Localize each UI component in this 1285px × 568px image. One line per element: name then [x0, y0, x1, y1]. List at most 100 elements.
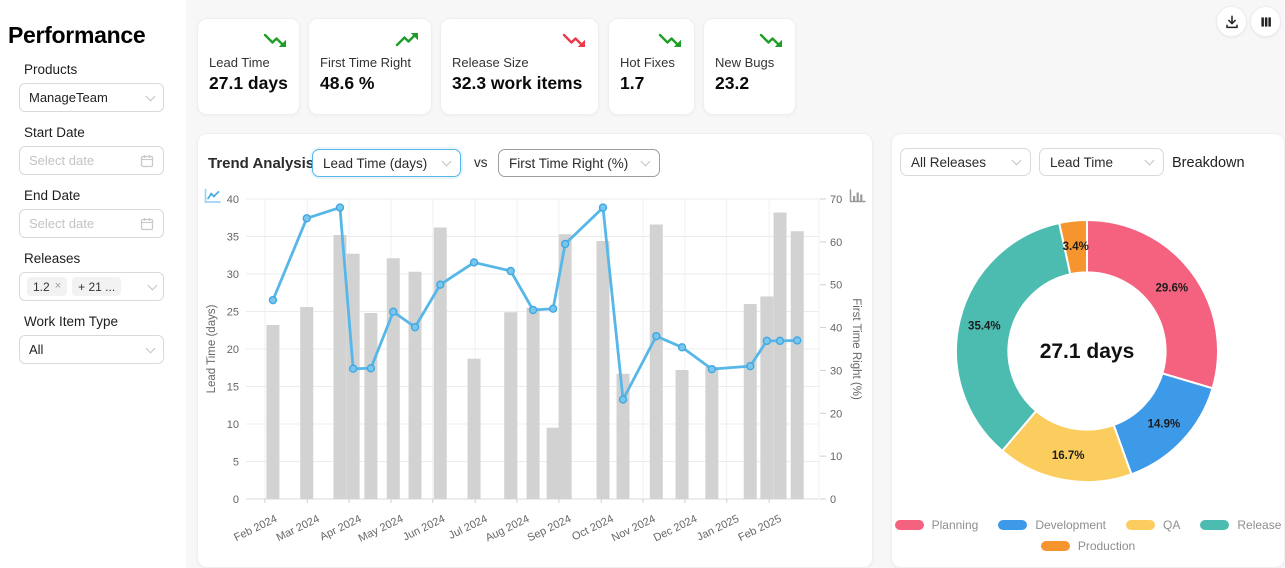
line-point[interactable]: [560, 239, 570, 249]
line-point[interactable]: [268, 295, 278, 305]
donut-slice-label: 3.4%: [1063, 241, 1089, 253]
x-tick-label: Oct 2024: [570, 513, 615, 543]
bar[interactable]: [526, 307, 540, 499]
release-filter-select[interactable]: All Releases: [900, 148, 1031, 176]
kpi-card-lead-time: Lead Time 27.1 days: [197, 18, 300, 115]
kpi-card-new-bugs: New Bugs 23.2: [703, 18, 796, 115]
legend-swatch: [1200, 520, 1230, 530]
y-left-tick-label: 40: [227, 194, 239, 206]
bar[interactable]: [300, 307, 314, 499]
legend-item-production[interactable]: Production: [1040, 539, 1135, 553]
line-point[interactable]: [436, 280, 445, 289]
legend-label: Release: [1237, 518, 1282, 532]
products-select[interactable]: ManageTeam: [19, 83, 164, 112]
legend-swatch: [1126, 520, 1156, 530]
kpi-value: 48.6 %: [320, 73, 375, 93]
kpi-value: 1.7: [620, 73, 645, 93]
trend-down-arrow-icon: [562, 31, 588, 49]
line-point[interactable]: [469, 258, 479, 267]
metric-left-select[interactable]: Lead Time (days): [312, 149, 461, 177]
line-point[interactable]: [389, 307, 398, 316]
work-item-type-select[interactable]: All: [19, 335, 164, 364]
y-left-tick-label: 20: [227, 344, 239, 356]
calendar-icon: [140, 217, 154, 230]
bar[interactable]: [773, 212, 787, 500]
down-zigzag-arrow: [759, 33, 782, 47]
bar[interactable]: [504, 312, 518, 499]
work-item-type-label: Work Item Type: [24, 314, 119, 329]
line-point[interactable]: [302, 214, 311, 223]
bar[interactable]: [433, 227, 447, 500]
line-point[interactable]: [677, 343, 687, 352]
trend-down-arrow-icon: [759, 31, 785, 49]
line-point[interactable]: [598, 203, 608, 212]
bar[interactable]: [616, 373, 630, 499]
down-zigzag-arrow: [263, 33, 286, 47]
y-left-tick-label: 5: [233, 457, 239, 469]
columns-button[interactable]: [1250, 6, 1281, 37]
line-point[interactable]: [618, 395, 628, 404]
legend-swatch: [998, 520, 1028, 530]
y-right-tick-label: 40: [830, 323, 842, 335]
bar[interactable]: [675, 370, 689, 499]
legend-item-release[interactable]: Release: [1200, 518, 1281, 532]
releases-label: Releases: [24, 251, 81, 266]
metric-right-select[interactable]: First Time Right (%): [498, 149, 660, 177]
bar[interactable]: [386, 258, 400, 499]
donut-slice-release[interactable]: [955, 221, 1072, 453]
bar[interactable]: [266, 325, 280, 499]
breakdown-metric-select[interactable]: Lead Time: [1039, 148, 1164, 176]
kpi-card-first-time-right: First Time Right 48.6 %: [308, 18, 432, 115]
line-point[interactable]: [366, 364, 376, 373]
bar[interactable]: [364, 313, 378, 499]
legend-item-development[interactable]: Development: [998, 518, 1106, 532]
bar[interactable]: [743, 304, 757, 499]
bar[interactable]: [705, 367, 719, 499]
download-button[interactable]: [1216, 6, 1247, 37]
line-point[interactable]: [762, 336, 772, 346]
line-point[interactable]: [528, 305, 538, 315]
more-releases-tag[interactable]: + 21 ...: [72, 277, 122, 296]
line-point[interactable]: [707, 364, 717, 374]
kpi-value: 32.3 work items: [452, 73, 583, 93]
line-point[interactable]: [348, 364, 358, 373]
line-chart-type-button[interactable]: [202, 188, 222, 206]
legend-item-planning[interactable]: Planning: [894, 518, 978, 532]
bar[interactable]: [558, 234, 572, 499]
remove-tag-icon[interactable]: ×: [54, 280, 62, 292]
line-point[interactable]: [746, 361, 755, 371]
bar[interactable]: [408, 271, 422, 499]
bar[interactable]: [467, 358, 481, 499]
release-tag: 1.2 ×: [27, 277, 68, 296]
line-point[interactable]: [410, 322, 420, 332]
chevron-down-icon: [1011, 155, 1022, 166]
bar[interactable]: [760, 296, 774, 500]
line-point[interactable]: [793, 336, 802, 345]
legend-label: Development: [1035, 518, 1107, 532]
bar[interactable]: [649, 224, 663, 500]
end-date-input[interactable]: [29, 216, 136, 231]
donut-slice-planning[interactable]: [1086, 218, 1219, 390]
bar[interactable]: [596, 241, 610, 499]
bar[interactable]: [333, 235, 347, 499]
kpi-value: 23.2: [715, 73, 750, 93]
bar-chart-type-button[interactable]: [847, 188, 867, 206]
x-tick-label: Jul 2024: [447, 513, 490, 542]
releases-multiselect[interactable]: 1.2 × + 21 ...: [19, 272, 164, 301]
line-point[interactable]: [775, 336, 785, 346]
line-point[interactable]: [652, 331, 661, 341]
legend-item-qa[interactable]: QA: [1126, 518, 1180, 532]
bar[interactable]: [546, 427, 560, 499]
bar[interactable]: [790, 231, 804, 499]
start-date-input[interactable]: [29, 153, 136, 168]
end-date-label: End Date: [24, 188, 81, 203]
start-date-picker[interactable]: [19, 146, 164, 175]
chevron-down-icon: [145, 91, 156, 101]
line-point[interactable]: [335, 203, 345, 212]
line-point[interactable]: [506, 266, 515, 276]
end-date-picker[interactable]: [19, 209, 164, 238]
line-point[interactable]: [548, 304, 558, 313]
donut-slice-production[interactable]: [1058, 218, 1088, 276]
bar[interactable]: [346, 253, 360, 499]
